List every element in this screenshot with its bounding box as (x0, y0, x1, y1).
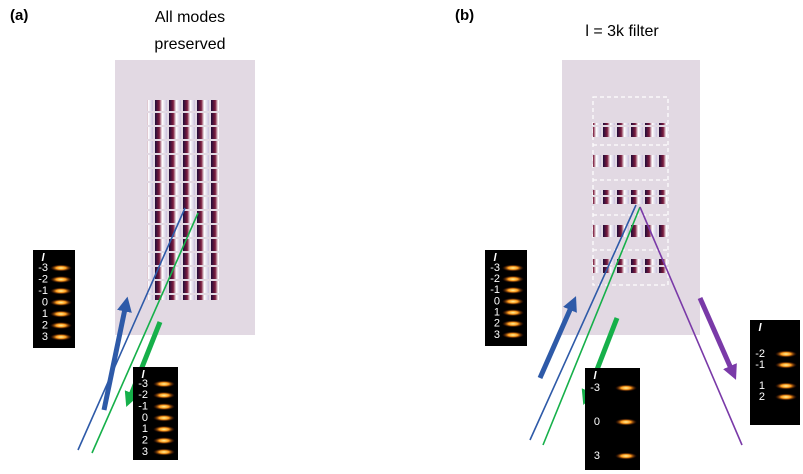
mode-label: 2 (42, 319, 48, 331)
mode-label: 0 (142, 412, 148, 424)
mode-spot (50, 334, 72, 341)
mode-spot (775, 362, 797, 369)
mode-label: -3 (38, 262, 48, 274)
mode-spot (775, 383, 797, 390)
panel-label: (b) (455, 7, 474, 24)
mode-label: -2 (138, 389, 148, 401)
mode-spot (502, 265, 524, 272)
panel-label: (a) (10, 7, 28, 24)
mode-label: 0 (594, 416, 600, 428)
mode-inset (750, 320, 800, 425)
mode-label: 3 (594, 450, 600, 462)
mode-spot (502, 276, 524, 283)
mode-spot (153, 403, 175, 410)
mode-label: -3 (138, 378, 148, 390)
panel-title: All modes (155, 9, 225, 26)
mode-spot (153, 426, 175, 433)
mode-spot (502, 287, 524, 294)
mode-spot (153, 449, 175, 456)
mode-label: -1 (755, 359, 765, 371)
mode-spot (153, 415, 175, 422)
mode-spot (153, 392, 175, 399)
mode-spot (50, 288, 72, 295)
mode-spot (615, 385, 637, 392)
mode-label: 3 (42, 331, 48, 343)
mode-spot (50, 265, 72, 272)
mode-spot (502, 332, 524, 339)
mode-spot (50, 299, 72, 306)
mode-label: 2 (759, 391, 765, 403)
arrow (700, 298, 733, 373)
figure: (a) All modes preserved (b) l = 3k filte… (0, 0, 803, 474)
mode-spot (153, 381, 175, 388)
mode-label: 3 (142, 446, 148, 458)
panel-title: l = 3k filter (585, 23, 659, 40)
mode-label: 0 (42, 296, 48, 308)
mode-label: -2 (38, 273, 48, 285)
mode-label: 3 (494, 329, 500, 341)
mode-spot (775, 351, 797, 358)
arrow (540, 303, 573, 378)
mode-spot (502, 309, 524, 316)
mode-label: -3 (590, 382, 600, 394)
mode-spot (153, 437, 175, 444)
mode-label: 1 (42, 308, 48, 320)
mode-label: 2 (142, 435, 148, 447)
mode-spot (50, 311, 72, 318)
mode-label: 1 (142, 423, 148, 435)
mode-spot (775, 394, 797, 401)
panel-title: preserved (154, 36, 225, 53)
mode-spot (615, 419, 637, 426)
mode-label: -1 (138, 401, 148, 413)
mode-spot (615, 453, 637, 460)
mode-spot (50, 322, 72, 329)
mode-spot (502, 320, 524, 327)
mode-spot (50, 276, 72, 283)
mode-label: -1 (38, 285, 48, 297)
mode-spot (502, 298, 524, 305)
